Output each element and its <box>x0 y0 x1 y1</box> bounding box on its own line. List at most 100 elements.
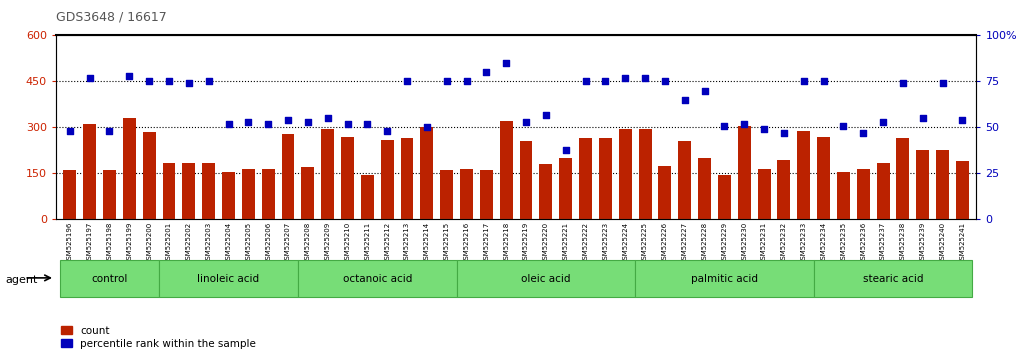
Point <box>181 80 197 86</box>
Bar <box>758 169 771 219</box>
Bar <box>298 260 457 297</box>
Text: GSM525198: GSM525198 <box>107 222 113 264</box>
Text: GSM525208: GSM525208 <box>305 222 311 264</box>
Bar <box>282 133 295 219</box>
Text: GSM525233: GSM525233 <box>800 222 806 264</box>
Bar <box>639 129 652 219</box>
Text: agent: agent <box>5 275 38 285</box>
Point <box>221 121 237 127</box>
Point <box>855 130 872 136</box>
Point <box>895 80 911 86</box>
Bar <box>460 169 473 219</box>
Point <box>81 75 98 81</box>
Point <box>716 123 732 129</box>
Point <box>597 79 613 84</box>
Point <box>538 112 554 118</box>
Point <box>954 117 970 123</box>
Bar <box>777 160 790 219</box>
Point <box>637 75 653 81</box>
Point <box>578 79 594 84</box>
Text: GSM525209: GSM525209 <box>324 222 331 264</box>
Point <box>102 128 118 134</box>
Bar <box>380 140 394 219</box>
Bar <box>63 170 76 219</box>
Text: GSM525220: GSM525220 <box>543 222 549 264</box>
Point <box>657 79 673 84</box>
Legend: count, percentile rank within the sample: count, percentile rank within the sample <box>61 326 255 349</box>
Text: oleic acid: oleic acid <box>521 274 571 284</box>
Bar <box>341 137 354 219</box>
Bar <box>159 260 298 297</box>
Bar <box>202 163 216 219</box>
Text: GSM525219: GSM525219 <box>523 222 529 264</box>
Bar <box>539 164 552 219</box>
Text: GSM525237: GSM525237 <box>880 222 886 264</box>
Text: GSM525234: GSM525234 <box>821 222 827 264</box>
Text: GSM525222: GSM525222 <box>583 222 589 263</box>
Bar <box>916 150 930 219</box>
Point <box>875 119 891 125</box>
Point <box>379 128 396 134</box>
Bar <box>420 127 433 219</box>
Bar <box>856 169 870 219</box>
Point <box>399 79 415 84</box>
Point <box>776 130 792 136</box>
Text: palmitic acid: palmitic acid <box>691 274 758 284</box>
Point <box>676 97 693 103</box>
Text: GSM525217: GSM525217 <box>483 222 489 264</box>
Text: GSM525212: GSM525212 <box>384 222 391 264</box>
Point <box>756 126 772 132</box>
Bar <box>499 121 513 219</box>
Bar <box>797 131 811 219</box>
Point <box>498 60 515 66</box>
Bar <box>520 141 533 219</box>
Text: GSM525214: GSM525214 <box>424 222 430 264</box>
Point <box>459 79 475 84</box>
Text: GSM525225: GSM525225 <box>642 222 648 263</box>
Point <box>816 79 832 84</box>
Point <box>795 79 812 84</box>
Text: GSM525238: GSM525238 <box>900 222 906 264</box>
Bar <box>103 170 116 219</box>
Bar <box>599 138 612 219</box>
Text: GSM525230: GSM525230 <box>741 222 747 264</box>
Bar <box>242 169 255 219</box>
Point <box>438 79 455 84</box>
Text: GSM525210: GSM525210 <box>345 222 351 264</box>
Text: GSM525228: GSM525228 <box>702 222 708 264</box>
Bar <box>718 175 731 219</box>
Point <box>62 128 78 134</box>
Point <box>557 147 574 152</box>
Bar <box>222 172 235 219</box>
Text: GSM525196: GSM525196 <box>67 222 73 264</box>
Point <box>161 79 177 84</box>
Text: GDS3648 / 16617: GDS3648 / 16617 <box>56 10 167 23</box>
Point <box>280 117 296 123</box>
Point <box>240 119 256 125</box>
Point <box>518 119 534 125</box>
Text: GSM525211: GSM525211 <box>364 222 370 264</box>
Text: GSM525206: GSM525206 <box>265 222 272 264</box>
Point <box>260 121 277 127</box>
Text: GSM525202: GSM525202 <box>186 222 192 264</box>
Point <box>200 79 217 84</box>
Point <box>340 121 356 127</box>
Point <box>697 88 713 93</box>
Point <box>617 75 634 81</box>
Text: GSM525207: GSM525207 <box>285 222 291 264</box>
Point <box>319 115 336 121</box>
Text: GSM525226: GSM525226 <box>662 222 668 264</box>
Text: control: control <box>92 274 128 284</box>
Bar <box>937 150 949 219</box>
Point <box>935 80 951 86</box>
Bar <box>678 141 692 219</box>
Bar <box>480 170 493 219</box>
Point <box>300 119 316 125</box>
Text: GSM525235: GSM525235 <box>840 222 846 264</box>
Bar <box>837 172 850 219</box>
Bar <box>440 170 454 219</box>
Point <box>835 123 851 129</box>
Text: GSM525240: GSM525240 <box>940 222 946 264</box>
Text: GSM525239: GSM525239 <box>919 222 925 264</box>
Bar <box>877 163 890 219</box>
